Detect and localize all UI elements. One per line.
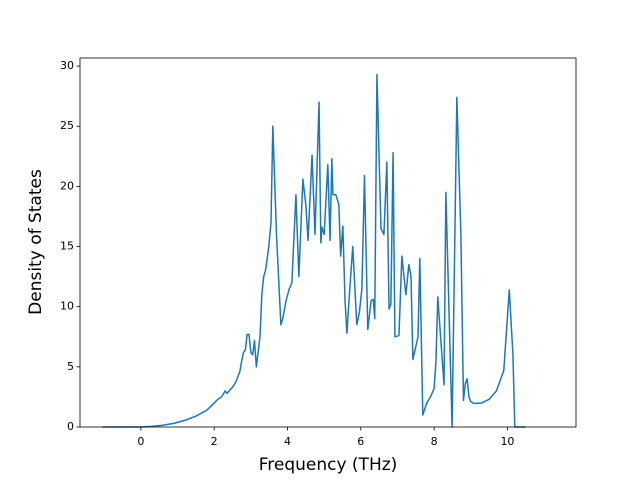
y-tick-label: 0 bbox=[67, 420, 74, 433]
data-line bbox=[102, 73, 526, 428]
x-tick-label: 4 bbox=[284, 435, 291, 448]
y-axis-label: Density of States bbox=[26, 169, 46, 315]
y-tick-label: 5 bbox=[67, 360, 74, 373]
y-tick-label: 20 bbox=[60, 179, 74, 192]
x-tick-label: 0 bbox=[137, 435, 144, 448]
x-tick-label: 6 bbox=[357, 435, 364, 448]
x-tick-label: 10 bbox=[500, 435, 514, 448]
y-tick-label: 10 bbox=[60, 300, 74, 313]
y-tick-label: 25 bbox=[60, 119, 74, 132]
x-tick-label: 8 bbox=[431, 435, 438, 448]
plot-frame bbox=[79, 57, 577, 428]
y-tick-label: 30 bbox=[60, 59, 74, 72]
x-axis-label: Frequency (THz) bbox=[259, 455, 398, 475]
y-tick-label: 15 bbox=[60, 240, 74, 253]
x-tick-label: 2 bbox=[211, 435, 218, 448]
